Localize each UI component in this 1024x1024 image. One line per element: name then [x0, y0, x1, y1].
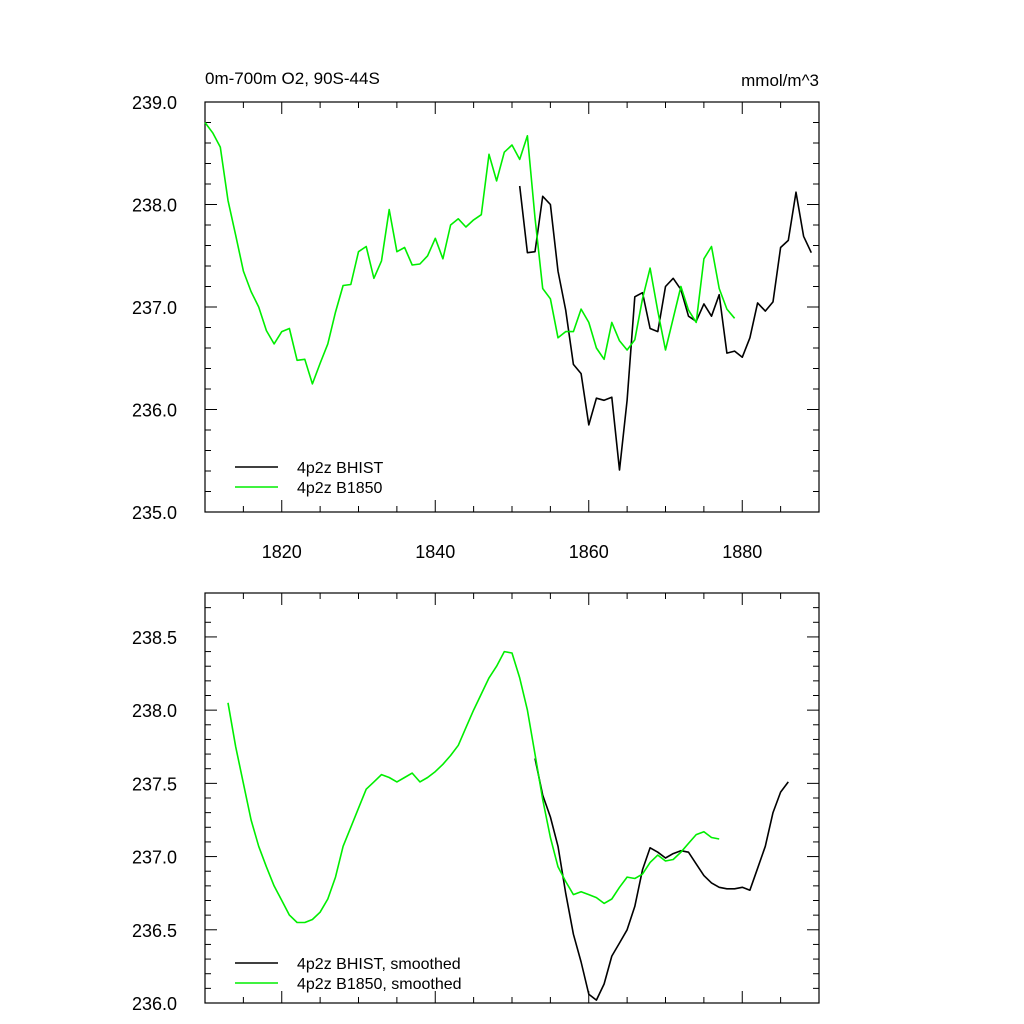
x-tick-label: 1840 [415, 542, 455, 562]
top-panel: 235.0 236.0 237.0 238.0 239.0 1820 1840 1860 188… [132, 93, 820, 562]
y-tick-label: 238.5 [132, 628, 177, 648]
y-tick-label: 237.0 [132, 298, 177, 318]
series-line-4p2z-b1850 [204, 122, 736, 385]
y-tick-label: 238.0 [132, 701, 177, 721]
y-tick-label: 237.5 [132, 774, 177, 794]
legend-label: 4p2z BHIST [297, 460, 383, 477]
y-tick-label: 238.0 [132, 196, 177, 216]
x-tick-label: 1820 [262, 542, 302, 562]
x-tick-label: 1860 [569, 542, 609, 562]
legend-label: 4p2z BHIST, smoothed [297, 956, 461, 973]
units-label: mmol/m^3 [741, 71, 819, 90]
panel-title: 0m-700m O2, 90S-44S [205, 69, 380, 88]
legend-label: 4p2z B1850, smoothed [297, 976, 462, 993]
y-tick-label: 235.0 [132, 503, 177, 523]
y-tick-label: 236.0 [132, 994, 177, 1014]
y-tick-label: 237.0 [132, 848, 177, 868]
series-line-4p2z-bhist [518, 185, 813, 471]
series-line-4p2z-b1850-smoothed [227, 650, 720, 924]
legend-label: 4p2z B1850 [297, 480, 383, 497]
y-tick-label: 236.5 [132, 921, 177, 941]
bottom-panel: 236.0 236.5 237.0 237.5 238.0 238.5 4p2z BHIST… [132, 592, 820, 1014]
y-tick-label: 239.0 [132, 93, 177, 113]
series-line-4p2z-bhist-smoothed [534, 758, 789, 1001]
y-tick-label: 236.0 [132, 401, 177, 421]
x-tick-label: 1880 [722, 542, 762, 562]
